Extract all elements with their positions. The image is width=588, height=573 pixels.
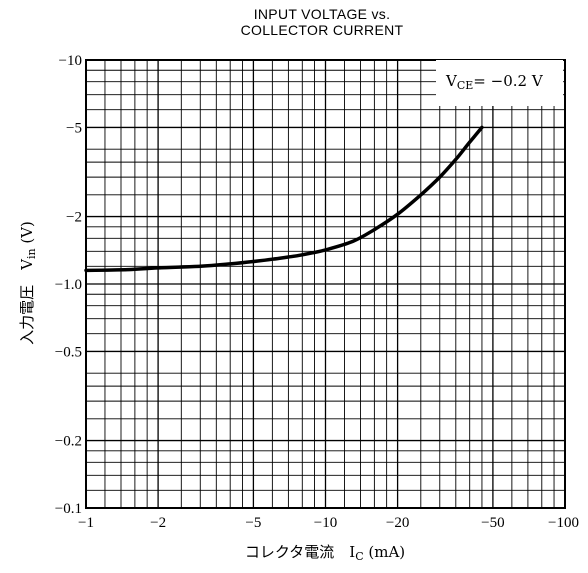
x-tick-label: −20 [386, 515, 409, 531]
x-tick-label: −50 [481, 515, 504, 531]
x-axis-ticks: −1 −2 −5 −10 −20 −50 −100 [78, 515, 579, 531]
y-axis-label-main: 入力電圧 V [18, 258, 36, 345]
x-tick-label: −100 [548, 515, 579, 531]
annotation-value: = −0.2 V [473, 72, 544, 90]
x-tick-label: −5 [245, 515, 261, 531]
x-tick-label: −10 [314, 515, 337, 531]
x-axis-label-main: コレクタ電流 I [245, 543, 355, 561]
y-tick-label: −10 [59, 53, 82, 69]
y-tick-label: −0.1 [55, 501, 82, 517]
x-tick-label: −2 [150, 515, 166, 531]
x-axis-label: コレクタ電流 IC (mA) [245, 543, 405, 563]
y-tick-label: −0.5 [55, 344, 82, 360]
grid [86, 60, 565, 508]
annotation-box [436, 60, 563, 106]
x-axis-label-sub: C [355, 550, 363, 563]
plot-border [85, 59, 566, 509]
y-tick-label: −1.0 [55, 277, 82, 293]
y-tick-label: −5 [66, 120, 82, 136]
chart-subtitle: COLLECTOR CURRENT [240, 22, 404, 38]
x-tick-label: −1 [78, 515, 94, 531]
y-axis-label-unit: (V) [18, 221, 36, 248]
y-axis-ticks: −10 −5 −2 −1.0 −0.5 −0.2 −0.1 [55, 53, 82, 517]
y-axis-label: 入力電圧 Vin (V) [18, 221, 38, 345]
annotation-text: VCE= −0.2 V [445, 72, 544, 92]
y-axis-label-sub: in [25, 248, 38, 259]
annotation-main: V [445, 72, 458, 90]
y-tick-label: −2 [66, 210, 82, 226]
series-line [84, 125, 484, 273]
annotation-sub: CE [457, 79, 473, 92]
y-tick-label: −0.2 [55, 434, 82, 450]
x-axis-label-unit: (mA) [364, 543, 406, 561]
plot-frame [85, 59, 566, 509]
series-layer [84, 125, 484, 273]
chart-title: INPUT VOLTAGE vs. [253, 6, 391, 22]
